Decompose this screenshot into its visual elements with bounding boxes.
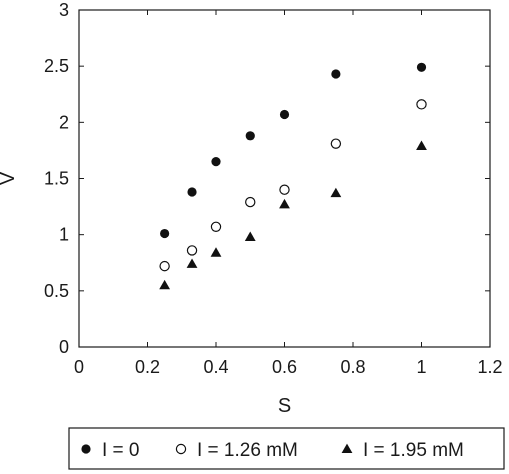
y-tick-label: 2.5: [44, 56, 69, 76]
data-point-series-2: [330, 138, 342, 149]
data-point-series-2: [159, 260, 170, 272]
legend: I = 0 I = 1.26 mM I = 1.95 mM: [68, 427, 505, 470]
y-tick-label: 3: [59, 0, 69, 20]
x-tick-label: 0.4: [203, 357, 228, 377]
data-point-series-3: [416, 140, 427, 150]
y-tick-label: 1: [59, 225, 69, 245]
x-tick-label: 0: [74, 357, 84, 377]
x-tick-label: 0.6: [272, 357, 297, 377]
data-point-series-2: [279, 184, 290, 195]
data-point-series-1: [187, 187, 197, 197]
data-point-series-3: [279, 198, 290, 209]
y-tick-label: 0: [59, 337, 69, 357]
x-tick-label: 1: [416, 357, 426, 377]
x-tick-label: 0.8: [340, 357, 365, 377]
legend-label-3: I = 1.95 mM: [363, 440, 464, 461]
data-point-series-3: [159, 279, 171, 290]
data-point-series-1: [245, 131, 255, 141]
data-point-series-3: [210, 247, 222, 257]
x-axis-title: S: [278, 395, 291, 417]
x-tick-label: 1.2: [477, 357, 502, 377]
legend-marker-2: [175, 443, 187, 455]
x-tick-label: 0.2: [135, 357, 160, 377]
y-tick-label: 2: [59, 112, 69, 132]
legend-box: [68, 427, 505, 470]
data-point-series-1: [279, 109, 290, 120]
y-axis-title: V: [0, 171, 19, 185]
data-point-series-3: [244, 231, 256, 241]
y-tick-label: 0.5: [44, 281, 69, 301]
data-point-series-2: [210, 221, 222, 233]
data-point-series-1: [416, 62, 427, 72]
legend-marker-3: [341, 443, 353, 454]
axis-ticks: 0 0.2 0.4 0.6 0.8 1 1.2 0 0.5 1 1.5 2 2.5 3: [44, 0, 503, 377]
plot-area: [78, 9, 491, 348]
y-tick-label: 1.5: [44, 169, 69, 189]
data-point-series-1: [331, 69, 341, 79]
data-point-series-3: [330, 187, 342, 198]
legend-label-1: I = 0: [102, 440, 140, 461]
data-point-series-2: [186, 245, 198, 256]
legend-marker-1: [81, 444, 91, 454]
data-point-series-2: [416, 99, 427, 110]
legend-label-2: I = 1.26 mM: [197, 440, 298, 461]
data-point-series-1: [211, 157, 221, 167]
data-points: [159, 62, 427, 290]
data-point-series-1: [160, 228, 170, 239]
data-point-series-3: [186, 258, 198, 268]
data-point-series-2: [245, 196, 256, 208]
